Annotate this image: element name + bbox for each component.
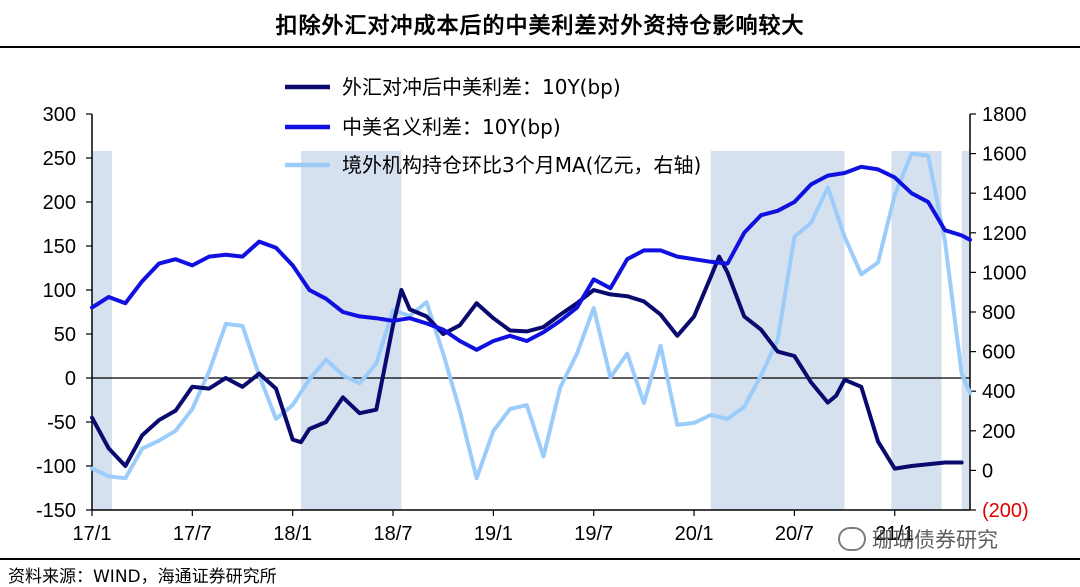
- left-tick-label: 150: [43, 236, 76, 258]
- series-line-1: [90, 164, 972, 352]
- left-tick-label: 0: [65, 368, 76, 390]
- source-note: 资料来源：WIND，海通证券研究所: [8, 567, 277, 587]
- left-tick-label: 300: [43, 104, 76, 126]
- series-line-2: [90, 151, 972, 481]
- title-rule: [0, 46, 1080, 48]
- legend-label-2: 境外机构持仓环比3个月MA(亿元，右轴): [342, 153, 701, 177]
- shaded-period-0: [92, 150, 113, 510]
- series-line-0: [90, 254, 964, 471]
- watermark: 珊瑚债券研究: [838, 524, 998, 554]
- x-tick-label: 20/1: [675, 523, 714, 545]
- legend-label-1: 中美名义利差：10Y(bp): [342, 115, 561, 139]
- legend-label-0: 外汇对冲后中美利差：10Y(bp): [342, 75, 621, 99]
- left-tick-label: -50: [47, 412, 76, 434]
- right-tick-label: 1400: [982, 183, 1027, 205]
- left-tick-label: 50: [54, 324, 76, 346]
- right-tick-label: (200): [982, 500, 1029, 522]
- left-tick-label: 200: [43, 192, 76, 214]
- x-tick-label: 18/7: [374, 523, 413, 545]
- footer-rule: [0, 558, 1080, 560]
- right-tick-label: 0: [982, 460, 993, 482]
- shaded-period-4: [961, 150, 970, 510]
- x-tick-label: 19/7: [574, 523, 613, 545]
- watermark-text: 珊瑚债券研究: [872, 528, 998, 552]
- x-tick-label: 19/1: [474, 523, 513, 545]
- left-tick-label: 250: [43, 148, 76, 170]
- x-tick-label: 18/1: [273, 523, 312, 545]
- x-tick-label: 21/1: [875, 523, 914, 545]
- right-tick-label: 600: [982, 342, 1015, 364]
- x-tick-label: 17/1: [73, 523, 112, 545]
- right-tick-label: 1200: [982, 223, 1027, 245]
- x-tick-label: 17/7: [173, 523, 212, 545]
- shaded-period-3: [891, 150, 942, 510]
- chart-title: 扣除外汇对冲成本后的中美利差对外资持仓影响较大: [275, 14, 805, 39]
- wechat-icon: [838, 527, 866, 551]
- right-tick-label: 800: [982, 302, 1015, 324]
- x-tick-label: 20/7: [775, 523, 814, 545]
- left-tick-label: 100: [43, 280, 76, 302]
- right-tick-label: 200: [982, 421, 1015, 443]
- right-tick-label: 1000: [982, 262, 1027, 284]
- right-tick-label: 1800: [982, 104, 1027, 126]
- right-tick-label: 400: [982, 381, 1015, 403]
- left-tick-label: -150: [36, 500, 76, 522]
- right-tick-label: 1600: [982, 144, 1027, 166]
- left-tick-label: -100: [36, 456, 76, 478]
